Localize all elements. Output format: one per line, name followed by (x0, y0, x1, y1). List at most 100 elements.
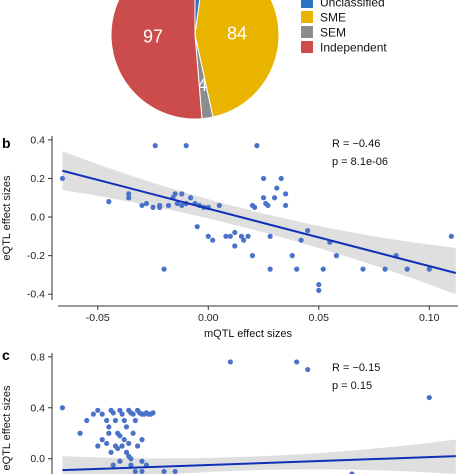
data-point (119, 443, 125, 449)
data-point (95, 407, 101, 413)
data-point (143, 200, 149, 207)
y-tick-label-1: 0.4 (30, 402, 45, 414)
legend-label-1: SME (320, 11, 346, 25)
data-point (128, 462, 134, 468)
legend-swatch-2 (301, 26, 313, 38)
data-point (267, 266, 273, 272)
data-point (108, 449, 114, 455)
data-point (271, 195, 278, 201)
data-point (283, 202, 289, 209)
panel-label-b: b (2, 135, 11, 151)
data-point (132, 468, 138, 474)
data-point (305, 366, 311, 373)
data-point (238, 233, 245, 239)
data-point (104, 417, 110, 424)
data-point (139, 437, 145, 443)
data-point (134, 443, 141, 449)
data-point (179, 202, 185, 209)
pie-slice-label-3: 97 (143, 27, 163, 47)
data-point (232, 229, 238, 236)
data-point (265, 202, 271, 209)
data-point (106, 424, 112, 430)
data-point (117, 407, 123, 413)
pie-slice-1 (194, 0, 280, 118)
data-point (172, 468, 178, 474)
scatter-points-c (59, 359, 432, 474)
legend-label-2: SEM (320, 26, 346, 40)
data-point (152, 143, 158, 149)
data-point (194, 224, 200, 230)
stat-p-c: p = 0.15 (332, 380, 372, 392)
data-point (216, 202, 222, 209)
data-point (349, 471, 355, 474)
stat-p-b: p = 8.1e-06 (332, 156, 388, 168)
pie-chart: 84 4 97 (110, 0, 280, 120)
data-point (59, 175, 66, 182)
data-point (298, 237, 304, 243)
data-point (123, 449, 130, 455)
data-point (320, 266, 326, 272)
legend-label-0: Unclassified (320, 0, 385, 10)
y-tick-label-1: -0.2 (27, 250, 45, 262)
data-point (59, 405, 66, 411)
ylabel-b: eQTL effect sizes (1, 175, 13, 260)
pie-slice-3 (110, 0, 203, 120)
data-point (110, 462, 116, 468)
data-point (382, 266, 388, 272)
data-point (117, 458, 123, 464)
y-tick-label-3: 0.2 (30, 173, 45, 185)
x-tick-label-0: -0.05 (86, 312, 110, 324)
data-point (106, 199, 112, 205)
y-tick-label-2: 0.0 (30, 212, 45, 224)
data-point (283, 191, 289, 197)
data-point (245, 233, 251, 239)
legend-swatch-3 (301, 41, 313, 53)
data-point (294, 266, 300, 272)
data-point (174, 200, 180, 207)
data-point (426, 394, 432, 401)
data-point (90, 411, 96, 417)
data-point (110, 410, 116, 416)
data-point (161, 468, 167, 474)
data-point (139, 458, 145, 464)
data-point (126, 191, 132, 197)
data-point (165, 202, 172, 209)
legend-label-3: Independent (320, 41, 387, 55)
stat-r-b: R = −0.46 (332, 138, 380, 150)
data-point (227, 233, 233, 239)
data-point (157, 204, 163, 210)
data-point (119, 411, 125, 417)
data-point (289, 253, 295, 259)
data-point (210, 237, 216, 243)
data-point (249, 253, 256, 259)
data-point (126, 195, 132, 201)
data-point (115, 445, 121, 452)
y-tick-label-0: 0.0 (30, 453, 45, 465)
pie-slice-label-2: 4 (198, 75, 208, 95)
data-point (316, 287, 322, 293)
data-point (232, 243, 238, 249)
legend-swatch-1 (301, 11, 313, 23)
data-point (227, 359, 233, 365)
data-point (223, 233, 229, 239)
stat-r-c: R = −0.15 (332, 362, 380, 374)
data-point (187, 195, 194, 201)
regression-line-b (62, 169, 457, 274)
data-point (448, 233, 454, 239)
data-point (179, 191, 185, 197)
data-point (150, 410, 156, 416)
data-point (130, 411, 136, 417)
data-point (404, 266, 410, 272)
data-point (241, 237, 247, 243)
data-point (117, 433, 123, 439)
data-point (104, 440, 110, 447)
fit-line (62, 455, 456, 472)
confidence-band-c (62, 439, 456, 474)
data-point (316, 281, 322, 288)
data-point (123, 424, 130, 430)
data-point (294, 359, 300, 365)
data-point (205, 233, 211, 239)
regression-line-c (62, 455, 456, 472)
